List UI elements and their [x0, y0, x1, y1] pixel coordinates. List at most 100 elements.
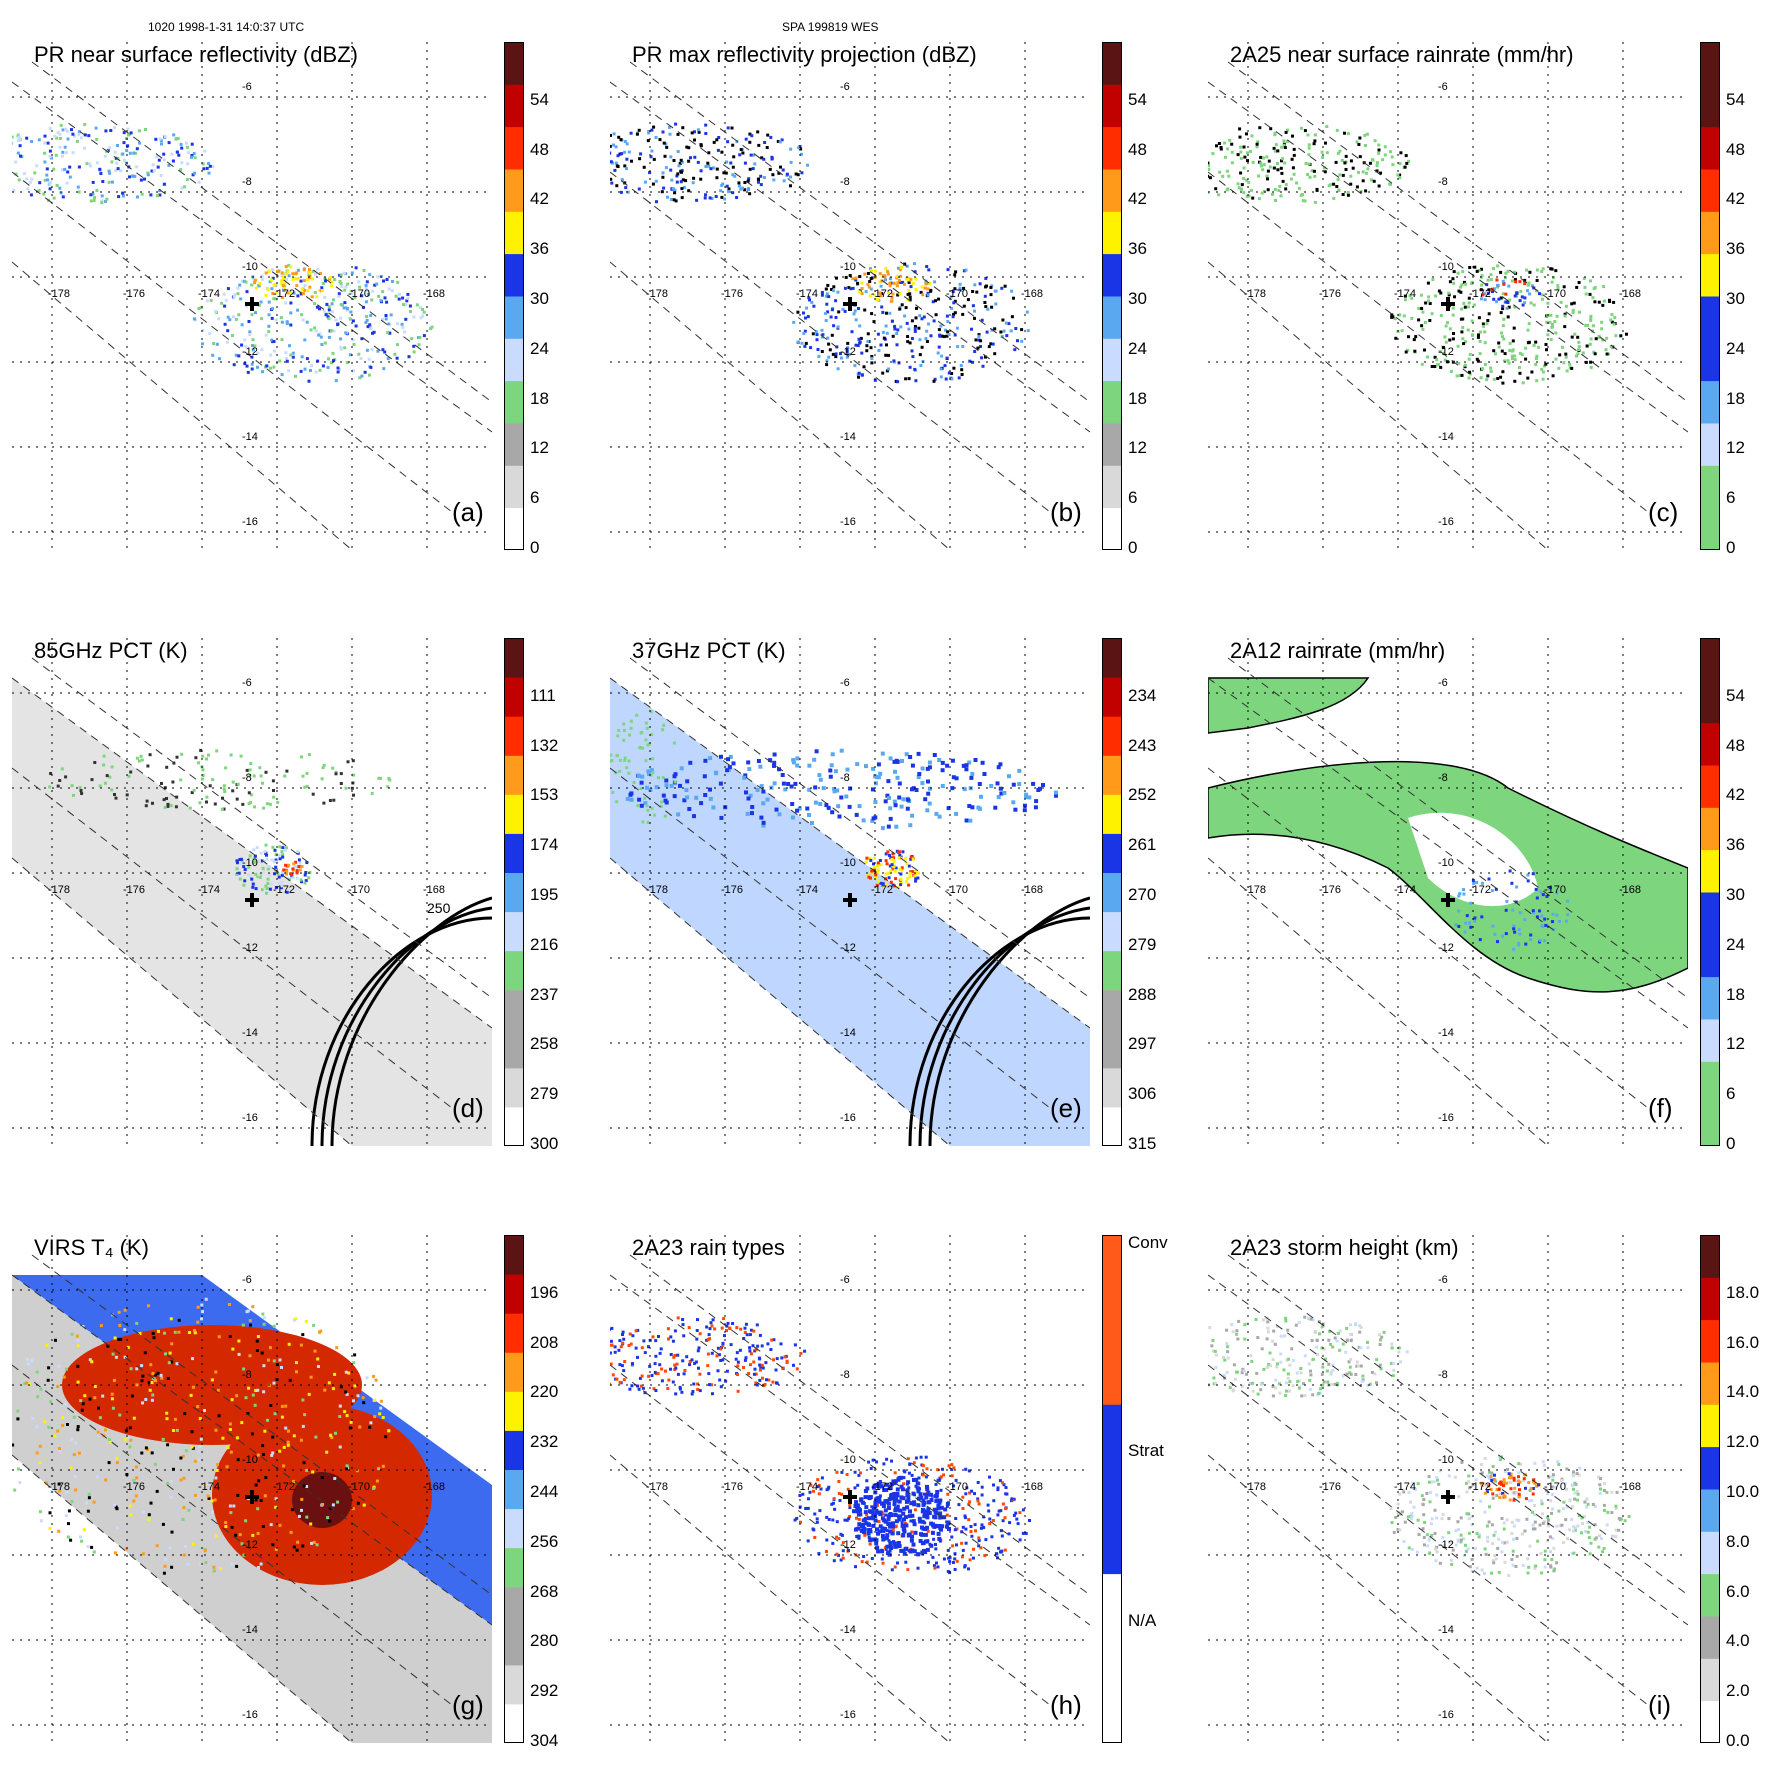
data-pixel	[135, 1321, 139, 1325]
data-pixel	[831, 352, 835, 356]
data-pixel	[254, 286, 258, 290]
data-pixel	[339, 303, 343, 307]
data-pixel	[979, 345, 982, 348]
data-pixel	[353, 296, 357, 300]
data-pixel	[1517, 366, 1521, 369]
data-pixel	[1275, 1324, 1279, 1328]
data-pixel	[38, 1444, 42, 1448]
data-pixel	[282, 1464, 286, 1468]
data-pixel	[1325, 1369, 1329, 1373]
data-pixel	[386, 357, 390, 361]
data-pixel	[157, 1329, 160, 1333]
data-pixel	[146, 1448, 150, 1452]
data-pixel	[1361, 179, 1365, 183]
data-pixel	[1318, 1332, 1321, 1336]
data-pixel	[59, 123, 63, 127]
data-pixel	[48, 1527, 52, 1530]
data-pixel	[327, 357, 330, 361]
data-pixel	[193, 1329, 196, 1333]
data-pixel	[627, 759, 631, 763]
data-pixel	[349, 310, 353, 314]
data-pixel	[1526, 879, 1530, 883]
data-pixel	[1561, 345, 1564, 349]
data-pixel	[863, 1533, 867, 1537]
data-pixel	[281, 275, 285, 279]
data-pixel	[150, 1451, 154, 1455]
lon-label: -176	[123, 884, 145, 896]
data-pixel	[980, 356, 984, 360]
data-pixel	[1297, 1320, 1301, 1324]
data-pixel	[960, 373, 964, 376]
data-pixel	[1020, 328, 1024, 332]
data-pixel	[172, 1467, 175, 1471]
data-pixel	[70, 784, 74, 788]
data-pixel	[1543, 939, 1547, 943]
data-pixel	[666, 195, 669, 199]
colorbar-tick: 6	[1128, 488, 1138, 508]
data-pixel	[1369, 178, 1373, 182]
data-pixel	[707, 1333, 711, 1337]
data-pixel	[809, 346, 813, 350]
data-pixel	[888, 864, 892, 868]
data-pixel	[88, 164, 92, 168]
data-pixel	[1478, 352, 1482, 356]
colorbar-tick: 258	[530, 1034, 559, 1054]
data-pixel	[1438, 1469, 1442, 1473]
data-pixel	[1208, 161, 1210, 165]
data-pixel	[699, 177, 703, 181]
data-pixel	[1239, 187, 1243, 191]
data-pixel	[204, 1297, 208, 1301]
data-pixel	[963, 1516, 967, 1520]
data-pixel	[1592, 350, 1596, 354]
data-pixel	[807, 813, 811, 817]
data-pixel	[305, 357, 309, 361]
data-pixel	[301, 774, 305, 778]
data-pixel	[324, 279, 327, 283]
data-pixel	[362, 1503, 366, 1507]
data-pixel	[827, 342, 831, 346]
data-pixel	[862, 365, 866, 369]
data-pixel	[144, 804, 148, 808]
colorbar-segment	[504, 253, 524, 297]
swath-edge	[610, 1274, 1090, 1626]
data-pixel	[1245, 132, 1248, 136]
data-pixel	[973, 1523, 977, 1527]
data-pixel	[750, 134, 754, 138]
data-pixel	[1281, 157, 1284, 161]
data-pixel	[205, 299, 209, 303]
data-pixel	[1320, 150, 1324, 154]
data-pixel	[214, 310, 218, 313]
data-pixel	[873, 269, 877, 273]
data-pixel	[610, 144, 612, 148]
data-pixel	[286, 876, 290, 880]
data-pixel	[911, 870, 915, 874]
data-pixel	[1351, 166, 1355, 170]
data-pixel	[748, 1333, 752, 1337]
data-pixel	[710, 1383, 713, 1387]
data-pixel	[830, 288, 834, 291]
data-pixel	[912, 1502, 917, 1507]
data-pixel	[866, 873, 870, 877]
data-pixel	[897, 278, 901, 282]
data-pixel	[72, 793, 75, 797]
data-pixel	[292, 1545, 296, 1549]
colorbar-tick: 244	[530, 1481, 559, 1501]
data-pixel	[793, 781, 798, 786]
data-pixel	[1331, 1345, 1335, 1349]
data-pixel	[658, 1363, 662, 1367]
data-pixel	[1016, 1522, 1020, 1526]
data-pixel	[1533, 1527, 1537, 1531]
colorbar-tick: 6	[530, 488, 540, 508]
data-pixel	[869, 1467, 873, 1470]
data-pixel	[1563, 314, 1567, 318]
data-pixel	[160, 142, 163, 146]
data-pixel	[221, 796, 224, 800]
cross-icon	[843, 297, 857, 311]
data-pixel	[216, 1388, 220, 1392]
data-pixel	[270, 278, 273, 282]
data-pixel	[910, 1534, 914, 1539]
data-pixel	[996, 795, 1001, 800]
data-pixel	[1578, 310, 1581, 314]
data-pixel	[902, 1529, 907, 1534]
data-pixel	[135, 1476, 139, 1480]
